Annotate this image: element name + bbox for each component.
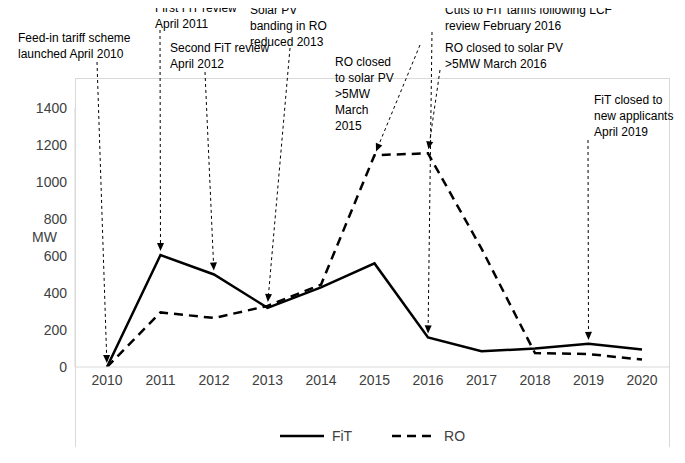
- svg-text:2013: 2013: [252, 372, 283, 388]
- svg-text:2016: 2016: [412, 372, 443, 388]
- svg-text:>5MW: >5MW: [335, 87, 371, 101]
- svg-text:launched April 2010: launched April 2010: [18, 47, 124, 61]
- svg-text:First FiT review: First FiT review: [155, 8, 237, 15]
- svg-text:Solar PV: Solar PV: [250, 8, 297, 17]
- svg-text:banding in RO: banding in RO: [250, 19, 327, 33]
- svg-text:MW: MW: [32, 229, 58, 245]
- svg-text:review February 2016: review February 2016: [445, 19, 561, 33]
- svg-text:to solar PV: to solar PV: [335, 71, 394, 85]
- svg-text:1000: 1000: [36, 174, 67, 190]
- svg-text:Second FiT review: Second FiT review: [170, 41, 270, 55]
- svg-text:new applicants: new applicants: [594, 109, 673, 123]
- svg-text:Feed-in tariff scheme: Feed-in tariff scheme: [18, 31, 131, 45]
- svg-text:FiT closed to: FiT closed to: [594, 93, 663, 107]
- svg-text:2020: 2020: [626, 372, 657, 388]
- svg-text:April 2019: April 2019: [594, 125, 648, 139]
- svg-text:RO closed to solar PV: RO closed to solar PV: [445, 41, 563, 55]
- svg-text:1400: 1400: [36, 100, 67, 116]
- svg-text:Cuts to FiT tariffs following: Cuts to FiT tariffs following LCF: [445, 8, 612, 17]
- svg-text:reduced 2013: reduced 2013: [250, 35, 324, 49]
- svg-text:2019: 2019: [573, 372, 604, 388]
- svg-text:2015: 2015: [335, 119, 362, 133]
- svg-text:>5MW March 2016: >5MW March 2016: [445, 57, 547, 71]
- svg-text:400: 400: [44, 285, 68, 301]
- html-text:FiT: FiT: [331, 428, 353, 444]
- svg-text:1200: 1200: [36, 137, 67, 153]
- svg-text:2012: 2012: [198, 372, 229, 388]
- svg-text:2017: 2017: [466, 372, 497, 388]
- svg-text:200: 200: [44, 322, 68, 338]
- svg-text:RO closed: RO closed: [335, 55, 391, 69]
- svg-text:2015: 2015: [359, 372, 390, 388]
- svg-text:2011: 2011: [145, 372, 175, 388]
- svg-text:800: 800: [44, 211, 68, 227]
- svg-text:April 2012: April 2012: [170, 57, 224, 71]
- svg-text:0: 0: [59, 359, 67, 375]
- html-text:RO: RO: [444, 428, 466, 444]
- svg-text:2018: 2018: [519, 372, 550, 388]
- svg-text:2014: 2014: [305, 372, 336, 388]
- svg-text:April 2011: April 2011: [155, 17, 208, 31]
- svg-text:2010: 2010: [91, 372, 122, 388]
- svg-text:March: March: [335, 103, 368, 117]
- svg-text:600: 600: [44, 248, 68, 264]
